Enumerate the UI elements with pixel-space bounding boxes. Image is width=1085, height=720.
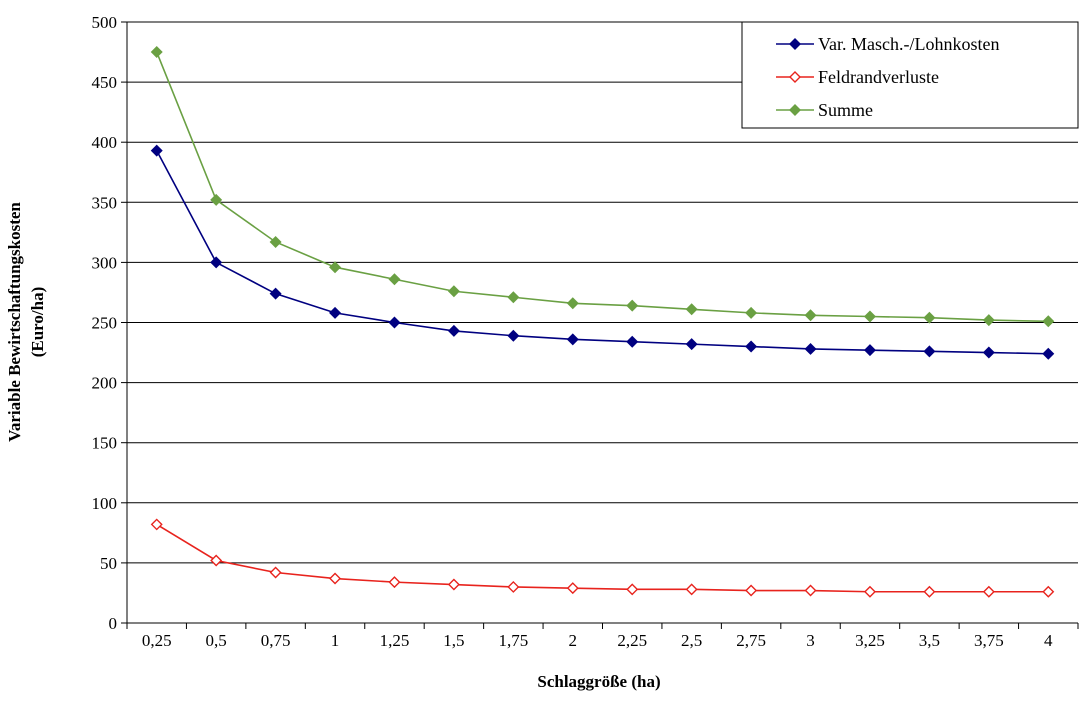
data-point — [507, 291, 520, 304]
x-tick-label: 3,75 — [974, 631, 1004, 650]
y-axis-title-line: Variable Bewirtschaftungskosten — [5, 202, 24, 442]
data-point — [447, 285, 460, 298]
legend-marker — [789, 104, 801, 116]
x-tick-label: 2,25 — [617, 631, 647, 650]
data-point — [804, 309, 817, 322]
data-point — [566, 297, 579, 310]
data-point — [210, 193, 223, 206]
data-point — [863, 310, 876, 323]
y-tick-label: 50 — [100, 554, 117, 573]
data-point — [507, 580, 520, 593]
legend-item: Summe — [776, 100, 873, 120]
data-point — [626, 335, 639, 348]
y-tick-label: 350 — [92, 193, 118, 212]
series-3 — [150, 46, 1055, 328]
data-point — [745, 340, 758, 353]
x-tick-label: 4 — [1044, 631, 1053, 650]
data-point — [685, 303, 698, 316]
x-tick-label: 1,25 — [380, 631, 410, 650]
legend-item: Feldrandverluste — [776, 67, 939, 87]
legend-item: Var. Masch.-/Lohnkosten — [776, 34, 999, 54]
y-tick-label: 400 — [92, 133, 118, 152]
data-point — [685, 338, 698, 351]
x-tick-label: 1,5 — [443, 631, 464, 650]
data-point — [982, 346, 995, 359]
data-point — [626, 583, 639, 596]
data-point — [269, 566, 282, 579]
x-tick-label: 1 — [331, 631, 340, 650]
data-point — [388, 316, 401, 329]
data-point — [388, 273, 401, 286]
data-point — [982, 314, 995, 327]
x-tick-label: 0,75 — [261, 631, 291, 650]
data-point — [923, 345, 936, 358]
data-point — [150, 46, 163, 59]
series-1 — [150, 144, 1055, 360]
data-point — [1042, 315, 1055, 328]
data-point — [150, 518, 163, 531]
series-2 — [150, 518, 1055, 598]
data-point — [329, 261, 342, 274]
series-group — [150, 46, 1055, 598]
y-tick-label: 200 — [92, 374, 118, 393]
data-point — [210, 554, 223, 567]
data-point — [685, 583, 698, 596]
x-tick-label: 3,5 — [919, 631, 940, 650]
data-point — [863, 344, 876, 357]
data-point — [329, 572, 342, 585]
data-point — [923, 311, 936, 324]
data-point — [269, 235, 282, 248]
data-point — [566, 582, 579, 595]
legend-label: Feldrandverluste — [818, 67, 939, 87]
data-point — [447, 324, 460, 337]
x-tick-label: 0,5 — [206, 631, 227, 650]
data-point — [507, 329, 520, 342]
data-point — [804, 584, 817, 597]
x-tick-label: 0,25 — [142, 631, 172, 650]
x-tick-label: 2 — [569, 631, 578, 650]
legend-marker — [789, 38, 801, 50]
x-tick-label: 3 — [806, 631, 815, 650]
data-point — [626, 299, 639, 312]
y-tick-label: 300 — [92, 253, 118, 272]
y-axis-title-line: (Euro/ha) — [28, 287, 47, 358]
y-tick-label: 450 — [92, 73, 118, 92]
data-point — [329, 306, 342, 319]
data-point — [269, 287, 282, 300]
x-axis-title: Schlaggröße (ha) — [537, 672, 660, 691]
series-line — [156, 150, 1049, 355]
x-tick-label: 2,75 — [736, 631, 766, 650]
y-axis-title: Variable Bewirtschaftungskosten (Euro/ha) — [5, 202, 47, 442]
data-point — [447, 578, 460, 591]
y-tick-label: 250 — [92, 314, 118, 333]
legend-label: Summe — [818, 100, 873, 120]
legend-label: Var. Masch.-/Lohnkosten — [818, 34, 999, 54]
x-tick-label: 2,5 — [681, 631, 702, 650]
x-tick-label: 1,75 — [498, 631, 528, 650]
legend-marker — [789, 71, 801, 83]
legend: Var. Masch.-/Lohnkosten Feldrandverluste S… — [741, 21, 1079, 129]
data-point — [388, 576, 401, 589]
axes: 0 50 100 150 200 250 300 350 400 450 500 0,25 0,5 0,7… — [92, 13, 1079, 650]
data-point — [923, 585, 936, 598]
y-tick-label: 150 — [92, 434, 118, 453]
y-tick-label: 500 — [92, 13, 118, 32]
data-point — [804, 342, 817, 355]
data-point — [745, 306, 758, 319]
series-line — [155, 51, 1049, 323]
data-point — [982, 585, 995, 598]
y-tick-label: 100 — [92, 494, 118, 513]
data-point — [150, 144, 163, 157]
x-tick-label: 3,25 — [855, 631, 885, 650]
series-line — [156, 523, 1049, 593]
data-point — [566, 333, 579, 346]
data-point — [745, 584, 758, 597]
data-point — [1042, 347, 1055, 360]
data-point — [1042, 585, 1055, 598]
y-tick-label: 0 — [109, 614, 118, 633]
data-point — [863, 585, 876, 598]
data-point — [210, 256, 223, 269]
